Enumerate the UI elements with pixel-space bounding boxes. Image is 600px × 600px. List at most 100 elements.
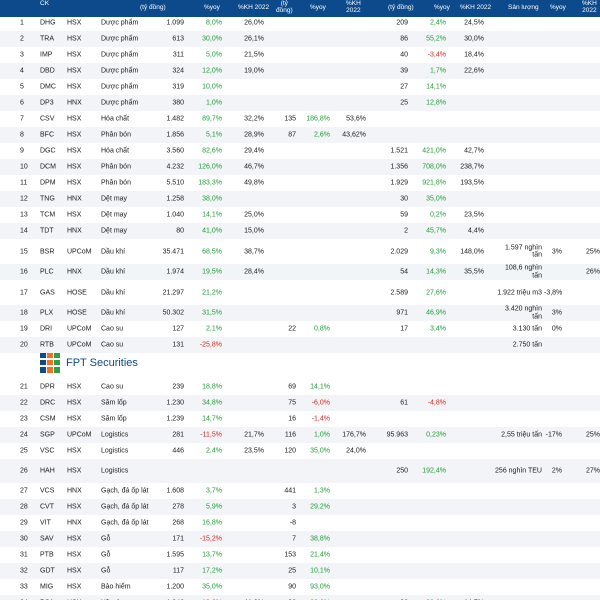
table-row: 12 TNG HNX Dệt may 1.258 38,0% 30 35,0% <box>0 191 600 207</box>
cell-revenue-yoy: 30,0% <box>202 35 222 43</box>
cell-revenue: 613 <box>172 35 184 43</box>
header-cell: (tỷ đồng) <box>388 4 414 11</box>
cell-exchange: HNX <box>67 195 82 203</box>
table-row: 33 MIG HSX Bảo hiểm 1.200 35,0% 90 93,0% <box>0 579 600 595</box>
cell-volume-yoy: -17% <box>545 431 562 439</box>
cell-net-profit-plan: 23,5% <box>464 211 484 219</box>
cell-exchange: HSX <box>67 147 82 155</box>
cell-ticker: DCM <box>40 163 56 171</box>
cell-exchange: HOSE <box>67 309 87 317</box>
cell-net-profit-yoy: 9,3% <box>430 247 446 255</box>
cell-revenue-plan: 15,0% <box>244 227 264 235</box>
cell-profit-q-plan: 43,62% <box>342 131 366 139</box>
cell-row-no: 9 <box>20 147 24 155</box>
cell-volume-yoy: 3% <box>551 247 562 255</box>
cell-volume: 108,6 nghìn tấn <box>505 264 542 280</box>
cell-exchange: HSX <box>67 551 82 559</box>
cell-revenue-plan: 21,7% <box>244 431 264 439</box>
cell-exchange: HSX <box>67 67 82 75</box>
cell-exchange: HSX <box>67 51 82 59</box>
table-row: 17 GAS HOSE Dầu khí 21.297 21,2% 2.589 27,6% 1.9… <box>0 280 600 305</box>
cell-row-no: 29 <box>20 519 28 527</box>
cell-profit-q: 153 <box>284 551 296 559</box>
table-row: 19 DRI UPCoM Cao su 127 2,1% 22 0,8% 17 3,4% 3.130… <box>0 321 600 337</box>
cell-revenue: 1.099 <box>166 19 184 27</box>
cell-profit-q: 22 <box>288 325 296 333</box>
cell-ticker: GDT <box>40 567 55 575</box>
cell-profit-q: 120 <box>284 447 296 455</box>
cell-revenue: 171 <box>172 535 184 543</box>
cell-volume-yoy: -3,8% <box>544 288 563 296</box>
cell-sector: Dệt may <box>101 195 128 203</box>
cell-profit-q-yoy: 2,6% <box>314 131 330 139</box>
cell-profit-q-yoy: 186,8% <box>306 115 330 123</box>
table-row: 18 PLX HOSE Dầu khí 50.302 31,5% 971 46,9% 3.420… <box>0 305 600 321</box>
cell-profit-q: 135 <box>284 115 296 123</box>
cell-row-no: 4 <box>20 67 24 75</box>
cell-exchange: HSX <box>67 19 82 27</box>
cell-profit-q: 16 <box>288 415 296 423</box>
cell-profit-q-yoy: 14,1% <box>310 383 330 391</box>
cell-revenue-yoy: 10,0% <box>202 83 222 91</box>
cell-ticker: DMC <box>40 83 56 91</box>
cell-revenue-plan: 28,9% <box>244 131 264 139</box>
cell-net-profit: 2.589 <box>390 288 408 296</box>
table-row: 11 DPM HSX Phân bón 5.510 183,3% 49,8% 1.929 921… <box>0 175 600 191</box>
table-row: 29 VIT HNX Gạch, đá ốp lát 268 16,8% -8 <box>0 515 600 531</box>
cell-revenue-plan: 26,0% <box>244 19 264 27</box>
cell-revenue: 1.258 <box>166 195 184 203</box>
cell-revenue: 3.560 <box>166 147 184 155</box>
cell-row-no: 20 <box>20 341 28 349</box>
cell-exchange: UPCoM <box>67 325 92 333</box>
cell-revenue-yoy: 19,5% <box>202 268 222 276</box>
table-row: 27 VCS HNX Gạch, đá ốp lát 1.608 3,7% 441 1,3% <box>0 483 600 499</box>
table-row: 4 DBD HSX Dược phẩm 324 12,0% 19,0% 39 1,7% 22,6% <box>0 63 600 79</box>
header-cell: %yoy <box>550 4 566 11</box>
cell-sector: Dầu khí <box>101 247 126 255</box>
cell-revenue: 324 <box>172 67 184 75</box>
cell-exchange: HSX <box>67 383 82 391</box>
table-row: 14 TDT HNX Dệt may 80 41,0% 15,0% 2 45,7% 4,4% <box>0 223 600 239</box>
cell-revenue: 1.482 <box>166 115 184 123</box>
cell-revenue-yoy: 82,6% <box>202 147 222 155</box>
cell-net-profit-yoy: 421,0% <box>422 147 446 155</box>
table-row: 6 DP3 HNX Dược phẩm 380 1,0% 25 12,8% <box>0 95 600 111</box>
cell-ticker: MIG <box>40 583 54 591</box>
cell-net-profit: 54 <box>400 268 408 276</box>
cell-sector: Logistics <box>101 447 129 455</box>
cell-exchange: HSX <box>67 211 82 219</box>
cell-profit-q: 25 <box>288 567 296 575</box>
cell-ticker: DRC <box>40 399 56 407</box>
cell-revenue-yoy: 8,0% <box>206 19 222 27</box>
table-row: 3 IMP HSX Dược phẩm 311 5,0% 21,5% 40 -3,4% 18,4% <box>0 47 600 63</box>
cell-revenue: 446 <box>172 447 184 455</box>
cell-profit-q-yoy: -1,4% <box>311 415 330 423</box>
table-row: 31 PTB HSX Gỗ 1.595 13,7% 153 21,4% <box>0 547 600 563</box>
cell-row-no: 25 <box>20 447 28 455</box>
cell-net-profit: 30 <box>400 195 408 203</box>
cell-ticker: DPM <box>40 179 56 187</box>
cell-revenue: 1.856 <box>166 131 184 139</box>
header-cell: (tỷ đồng) <box>140 4 166 11</box>
cell-net-profit-yoy: -3,4% <box>427 51 446 59</box>
cell-revenue-yoy: 1,0% <box>206 99 222 107</box>
cell-revenue: 268 <box>172 519 184 527</box>
cell-revenue: 117 <box>172 567 184 575</box>
cell-ticker: DHG <box>40 19 56 27</box>
cell-net-profit: 25 <box>400 99 408 107</box>
cell-net-profit-plan: 18,4% <box>464 51 484 59</box>
cell-row-no: 31 <box>20 551 28 559</box>
cell-sector: Gỗ <box>101 567 111 575</box>
cell-revenue-yoy: 89,7% <box>202 115 222 123</box>
cell-sector: Dược phẩm <box>101 19 139 27</box>
cell-revenue-yoy: 126,0% <box>198 163 222 171</box>
table-row: 16 PLC HNX Dầu khí 1.974 19,5% 28,4% 54 14,3% 35,… <box>0 264 600 280</box>
cell-revenue-yoy: 183,3% <box>198 179 222 187</box>
cell-net-profit-yoy: 0,2% <box>430 211 446 219</box>
cell-net-profit-yoy: 45,7% <box>426 227 446 235</box>
cell-volume: 1.922 triệu m3 <box>497 288 542 296</box>
cell-ticker: GAS <box>40 288 55 296</box>
cell-sector: Phân bón <box>101 131 131 139</box>
cell-net-profit-yoy: 0,23% <box>426 431 446 439</box>
cell-revenue: 1.230 <box>166 399 184 407</box>
